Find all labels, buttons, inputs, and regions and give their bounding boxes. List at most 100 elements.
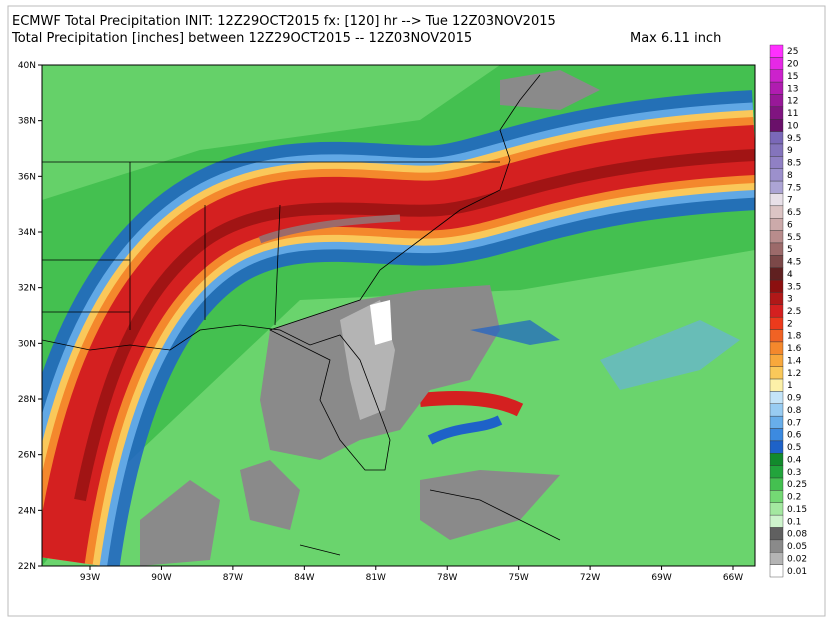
lon-label: 84W <box>294 573 314 583</box>
colorbar-swatch <box>769 106 784 120</box>
map-border <box>41 64 756 567</box>
colorbar-label: 11 <box>787 109 798 119</box>
colorbar-swatch <box>769 490 784 503</box>
lat-label: 40N <box>18 61 36 71</box>
colorbar-swatch <box>769 69 784 83</box>
colorbar-label: 7.5 <box>787 183 801 193</box>
title-line-2: Total Precipitation [inches] between 12Z… <box>11 31 472 46</box>
colorbar-label: 5 <box>787 245 793 255</box>
colorbar-label: 9.5 <box>787 134 801 144</box>
colorbar-label: 0.8 <box>787 406 802 416</box>
colorbar-label: 3 <box>787 295 793 305</box>
colorbar-swatch <box>769 453 784 466</box>
colorbar-label: 0.08 <box>787 530 807 540</box>
colorbar-swatch <box>769 205 784 219</box>
colorbar-label: 0.01 <box>787 567 807 577</box>
lat-label: 34N <box>18 228 36 238</box>
lat-label: 38N <box>18 117 36 127</box>
colorbar-swatch <box>769 57 784 70</box>
colorbar-label: 25 <box>787 47 798 57</box>
colorbar-label: 0.2 <box>787 493 801 503</box>
colorbar-label: 0.25 <box>787 480 807 490</box>
lon-label: 78W <box>437 573 457 583</box>
colorbar-swatch <box>769 514 784 528</box>
precip-field <box>42 65 755 566</box>
colorbar-label: 6 <box>787 220 793 230</box>
colorbar-swatch <box>769 539 784 553</box>
title-line-1: ECMWF Total Precipitation INIT: 12Z29OCT… <box>12 14 556 29</box>
colorbar-swatch <box>769 218 784 231</box>
colorbar-label: 2.5 <box>787 307 801 317</box>
colorbar-label: 1.8 <box>787 332 802 342</box>
colorbar-label: 7 <box>787 196 793 206</box>
colorbar-label: 0.15 <box>787 505 807 515</box>
colorbar-label: 0.02 <box>787 554 807 564</box>
lat-label: 22N <box>18 562 36 572</box>
colorbar-swatch <box>769 267 784 281</box>
colorbar-swatch <box>769 552 784 565</box>
colorbar-label: 0.9 <box>787 394 802 404</box>
colorbar-swatch <box>769 329 784 343</box>
colorbar-label: 0.3 <box>787 468 801 478</box>
colorbar-label: 8.5 <box>787 159 801 169</box>
colorbar-swatch <box>769 341 784 355</box>
colorbar-label: 0.05 <box>787 542 807 552</box>
colorbar-label: 15 <box>787 72 798 82</box>
colorbar-swatch <box>769 193 784 207</box>
colorbar-swatch <box>769 242 784 256</box>
lon-label: 93W <box>80 573 100 583</box>
colorbar-swatch <box>769 94 784 108</box>
colorbar-swatch <box>769 403 784 417</box>
colorbar-swatch <box>769 279 784 293</box>
colorbar-label: 10 <box>787 121 799 131</box>
colorbar-swatch <box>769 156 784 169</box>
colorbar-label: 0.1 <box>787 517 801 527</box>
colorbar-label: 2 <box>787 319 793 329</box>
lat-label: 28N <box>18 395 36 405</box>
colorbar-label: 9 <box>787 146 793 156</box>
colorbar-swatch <box>769 143 784 157</box>
colorbar-swatch <box>769 168 784 182</box>
colorbar-swatch <box>769 81 784 95</box>
colorbar-swatch <box>769 378 784 392</box>
lon-label: 72W <box>580 573 600 583</box>
colorbar-swatch <box>769 440 784 454</box>
lat-label: 36N <box>18 172 36 182</box>
colorbar-swatch <box>769 527 784 541</box>
colorbar-label: 13 <box>787 84 798 94</box>
colorbar-swatch <box>769 119 784 132</box>
colorbar-label: 5.5 <box>787 233 801 243</box>
colorbar-swatch <box>769 415 784 429</box>
colorbar-swatch <box>769 230 784 244</box>
lat-label: 24N <box>18 506 36 516</box>
colorbar-label: 1.4 <box>787 356 802 366</box>
colorbar-swatch <box>769 316 784 330</box>
colorbar-label: 3.5 <box>787 282 801 292</box>
lon-label: 75W <box>508 573 528 583</box>
lon-label: 87W <box>223 573 243 583</box>
colorbar-label: 0.5 <box>787 443 801 453</box>
max-label: Max 6.11 inch <box>630 31 721 46</box>
colorbar-label: 0.7 <box>787 418 801 428</box>
colorbar-label: 1 <box>787 381 793 391</box>
colorbar-swatch <box>769 564 784 578</box>
colorbar-swatch <box>769 366 784 380</box>
colorbar-label: 1.6 <box>787 344 802 354</box>
colorbar-swatch <box>769 44 784 58</box>
lat-label: 30N <box>18 339 36 349</box>
coastlines <box>41 74 561 556</box>
colorbar-label: 1.2 <box>787 369 801 379</box>
colorbar-swatch <box>769 304 784 318</box>
colorbar-label: 0.4 <box>787 455 802 465</box>
lon-label: 81W <box>366 573 386 583</box>
colorbar-swatch <box>769 180 784 194</box>
lon-label: 90W <box>151 573 171 583</box>
colorbar-label: 20 <box>787 60 799 70</box>
colorbar-label: 6.5 <box>787 208 801 218</box>
lon-label: 66W <box>723 573 743 583</box>
colorbar-label: 12 <box>787 97 798 107</box>
colorbar-label: 4 <box>787 270 793 280</box>
lat-label: 26N <box>18 451 36 461</box>
colorbar-swatch <box>769 131 784 145</box>
